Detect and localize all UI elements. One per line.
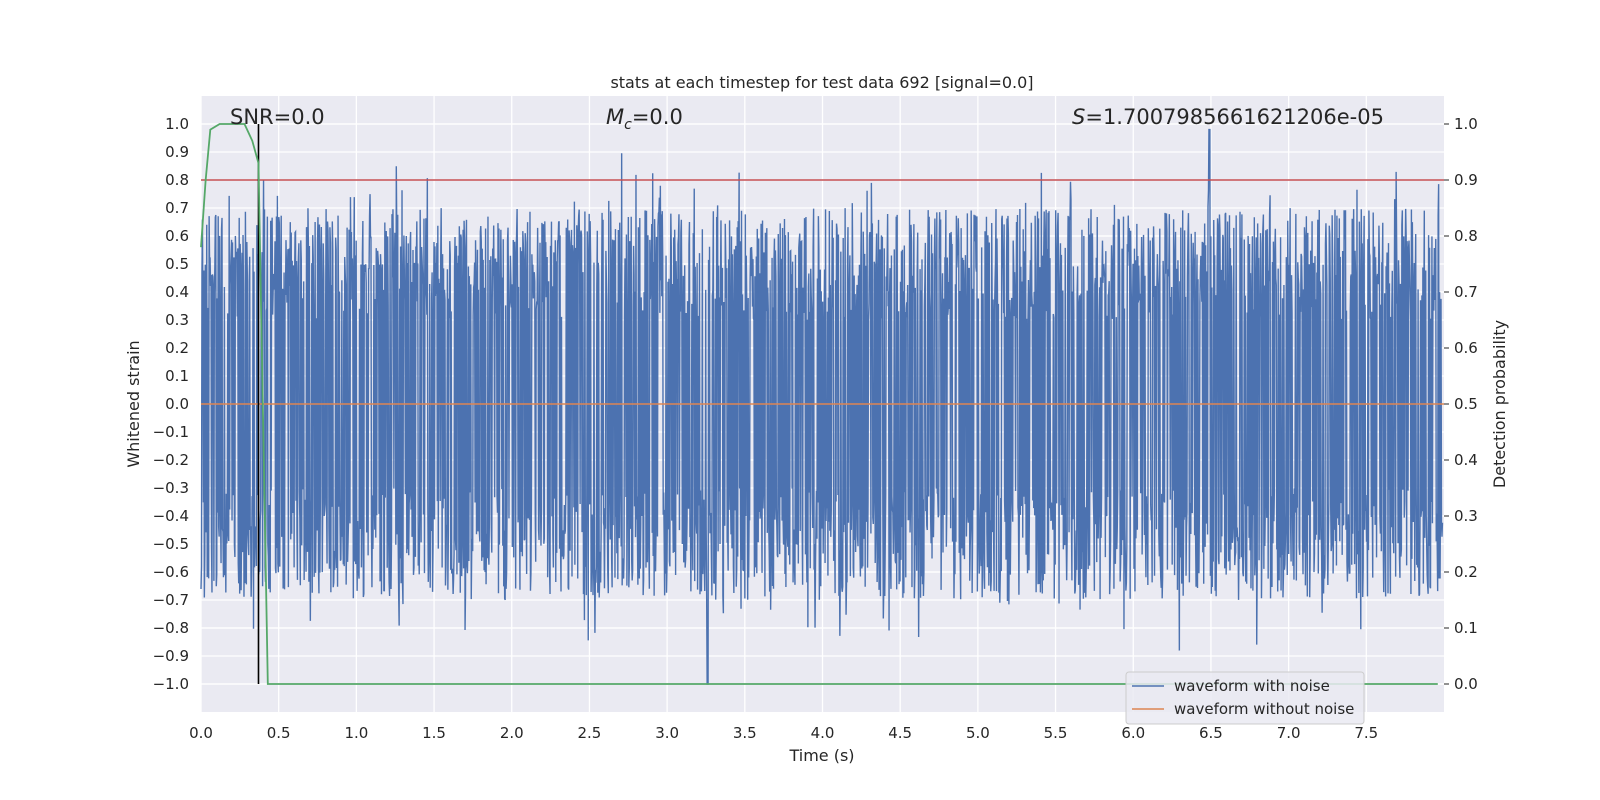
y-right-tick-label: 0.9 bbox=[1454, 171, 1478, 189]
y-left-tick-label: −0.2 bbox=[153, 451, 189, 469]
mc-symbol: M bbox=[606, 105, 624, 129]
x-tick-label: 7.5 bbox=[1354, 724, 1378, 742]
y-left-tick-label: −0.5 bbox=[153, 535, 189, 553]
x-tick-label: 2.5 bbox=[578, 724, 602, 742]
x-axis-label: Time (s) bbox=[788, 746, 854, 765]
x-tick-label: 5.5 bbox=[1044, 724, 1068, 742]
x-tick-label: 0.0 bbox=[189, 724, 213, 742]
legend-box bbox=[1125, 671, 1365, 725]
y-left-tick-label: 0.7 bbox=[165, 199, 189, 217]
series-waveform-with-noise bbox=[200, 128, 1444, 685]
y-left-tick-label: −0.6 bbox=[153, 563, 189, 581]
legend: waveform with noise waveform without noi… bbox=[1125, 671, 1365, 725]
y-left-tick-label: −0.3 bbox=[153, 479, 189, 497]
mc-value: =0.0 bbox=[632, 105, 683, 129]
y-left-tick-label: 0.4 bbox=[165, 283, 189, 301]
y-left-tick-label: −0.8 bbox=[153, 619, 189, 637]
s-value: =1.7007985661621206e-05 bbox=[1085, 105, 1384, 129]
mc-subscript: c bbox=[624, 117, 632, 133]
detection-probability-line bbox=[200, 123, 1438, 685]
s-annotation: S=1.7007985661621206e-05 bbox=[1072, 105, 1384, 129]
y-right-tick-label: 0.5 bbox=[1454, 395, 1478, 413]
y-right-tick-label: 0.8 bbox=[1454, 227, 1478, 245]
y-left-tick-label: −0.7 bbox=[153, 591, 189, 609]
y-right-tick-label: 0.4 bbox=[1454, 451, 1478, 469]
y-left-tick-label: −0.9 bbox=[153, 647, 189, 665]
y-right-tick-label: 0.0 bbox=[1454, 675, 1478, 693]
y-left-tick-label: 0.2 bbox=[165, 339, 189, 357]
legend-label-waveform-with-noise: waveform with noise bbox=[1174, 677, 1330, 695]
y-left-tick-label: −1.0 bbox=[153, 675, 189, 693]
waveform-with-noise-line bbox=[200, 128, 1444, 685]
x-tick-label: 1.5 bbox=[422, 724, 446, 742]
ticks: 0.0 0.5 1.0 1.5 2.0 2.5 3.0 3.5 4.0 4.5 5.0 5.5 6.0 6… bbox=[153, 115, 1478, 742]
y-right-tick-label: 0.3 bbox=[1454, 507, 1478, 525]
x-tick-label: 0.5 bbox=[267, 724, 291, 742]
y-left-tick-label: 0.3 bbox=[165, 311, 189, 329]
x-tick-label: 3.5 bbox=[733, 724, 757, 742]
y-left-tick-label: −0.1 bbox=[153, 423, 189, 441]
mc-annotation: Mc=0.0 bbox=[606, 105, 683, 133]
y-right-tick-label: 0.6 bbox=[1454, 339, 1478, 357]
x-tick-label: 2.0 bbox=[500, 724, 524, 742]
y-left-tick-label: −0.4 bbox=[153, 507, 189, 525]
y-axis-left-label: Whitened strain bbox=[124, 340, 143, 467]
x-tick-label: 4.0 bbox=[811, 724, 835, 742]
y-left-tick-label: 0.0 bbox=[165, 395, 189, 413]
legend-label-waveform-without-noise: waveform without noise bbox=[1174, 700, 1354, 718]
x-tick-label: 6.5 bbox=[1199, 724, 1223, 742]
x-tick-label: 5.0 bbox=[966, 724, 990, 742]
overlay-lines bbox=[200, 123, 1444, 685]
y-right-tick-label: 0.2 bbox=[1454, 563, 1478, 581]
y-left-tick-label: 1.0 bbox=[165, 115, 189, 133]
x-tick-label: 7.0 bbox=[1277, 724, 1301, 742]
y-right-tick-label: 0.1 bbox=[1454, 619, 1478, 637]
x-tick-label: 3.0 bbox=[655, 724, 679, 742]
x-tick-label: 1.0 bbox=[344, 724, 368, 742]
x-tick-label: 6.0 bbox=[1121, 724, 1145, 742]
y-left-tick-label: 0.9 bbox=[165, 143, 189, 161]
y-left-tick-label: 0.6 bbox=[165, 227, 189, 245]
y-right-tick-label: 0.7 bbox=[1454, 283, 1478, 301]
y-axis-right-label: Detection probability bbox=[1490, 320, 1509, 488]
y-left-tick-label: 0.5 bbox=[165, 255, 189, 273]
x-tick-label: 4.5 bbox=[888, 724, 912, 742]
y-left-tick-label: 0.1 bbox=[165, 367, 189, 385]
y-left-tick-label: 0.8 bbox=[165, 171, 189, 189]
snr-annotation: SNR=0.0 bbox=[230, 105, 325, 129]
s-symbol: S bbox=[1072, 105, 1085, 129]
chart-title: stats at each timestep for test data 692… bbox=[610, 73, 1033, 92]
y-right-tick-label: 1.0 bbox=[1454, 115, 1478, 133]
